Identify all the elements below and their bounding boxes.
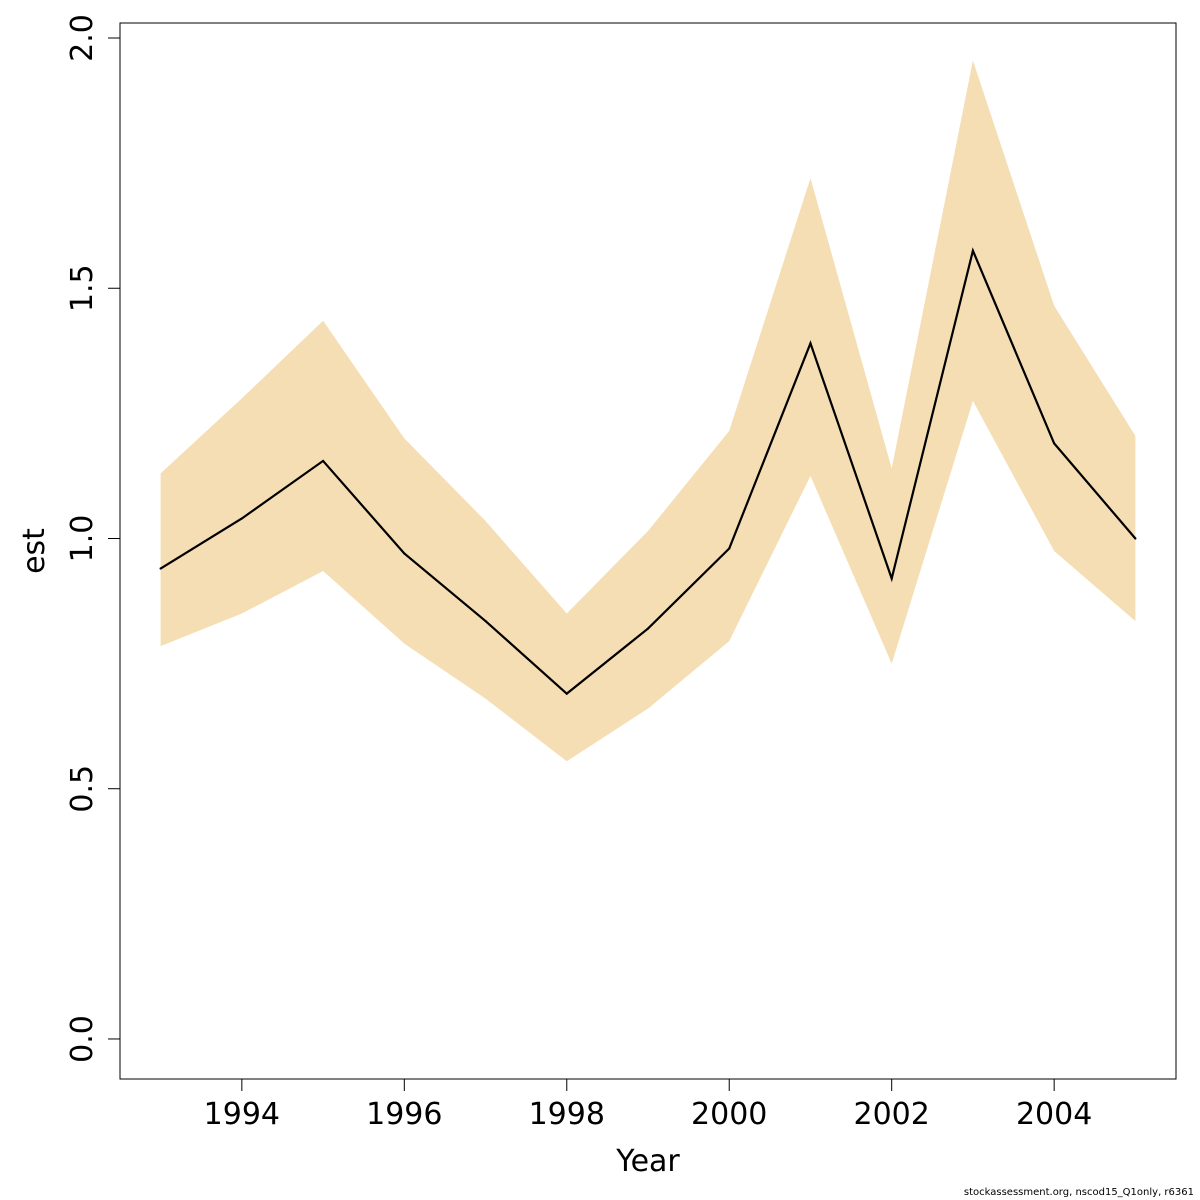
y-tick-label: 2.0 <box>65 14 100 62</box>
data-point <box>1053 442 1056 445</box>
footnote: stockassessment.org, nscod15_Q1only, r63… <box>963 1187 1194 1198</box>
x-tick-label: 2004 <box>1016 1097 1092 1132</box>
y-tick-label: 1.0 <box>65 515 100 563</box>
data-point <box>646 627 650 630</box>
data-point <box>159 567 162 570</box>
x-tick-label: 1994 <box>204 1097 280 1132</box>
y-axis: 0.0 0.5 1.0 1.5 2.0 <box>65 14 120 1063</box>
x-axis: 1994 1996 1998 2000 2002 2004 <box>204 1079 1092 1132</box>
data-point <box>728 547 731 550</box>
data-point <box>971 249 975 252</box>
data-point <box>809 342 812 345</box>
x-tick-label: 1998 <box>529 1097 605 1132</box>
y-tick-label: 0.5 <box>65 765 100 813</box>
x-tick-label: 1996 <box>366 1097 442 1132</box>
data-point <box>321 459 325 463</box>
y-tick-label: 0.0 <box>65 1015 100 1063</box>
data-point <box>890 577 893 580</box>
confidence-band-layer <box>160 60 1136 762</box>
data-point <box>240 517 243 520</box>
data-point <box>565 692 568 695</box>
data-point <box>484 619 487 623</box>
plot-frame <box>119 22 1177 1080</box>
data-point <box>403 552 406 555</box>
x-axis-title: Year <box>615 1144 680 1179</box>
x-tick-label: 2000 <box>691 1097 767 1132</box>
y-tick-label: 1.5 <box>65 264 100 312</box>
x-tick-label: 2002 <box>854 1097 930 1132</box>
y-axis-title: est <box>17 528 52 574</box>
estimate-line-layer <box>159 247 1137 696</box>
confidence-band <box>160 60 1136 762</box>
data-point <box>1134 537 1137 540</box>
